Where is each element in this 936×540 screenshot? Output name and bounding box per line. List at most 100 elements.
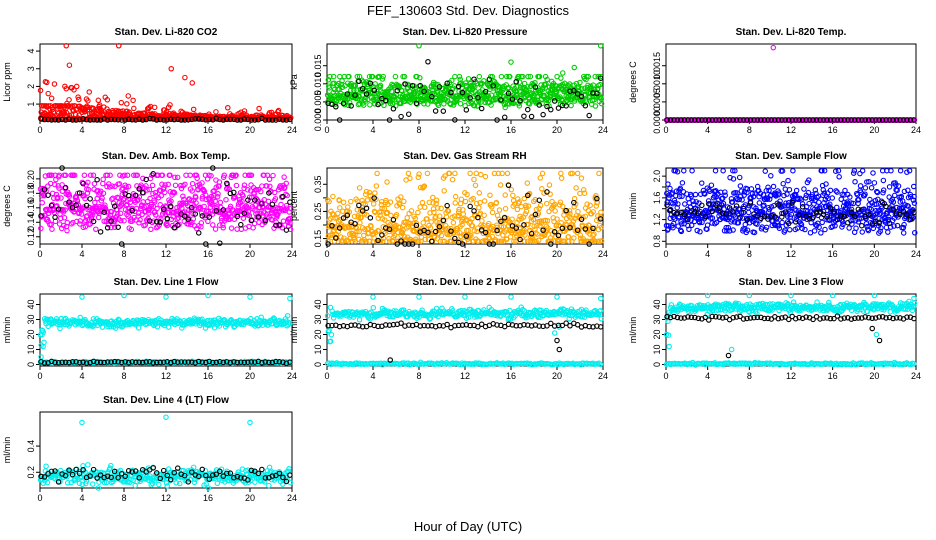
main-point: [367, 102, 373, 108]
panel-title: Stan. Dev. Gas Stream RH: [403, 151, 526, 162]
main-point: [76, 96, 82, 103]
main-point: [478, 99, 484, 105]
main-point: [66, 97, 72, 103]
x-tick-label: 0: [324, 125, 329, 135]
reference-point: [463, 107, 470, 113]
main-point: [785, 177, 791, 184]
main-point: [897, 167, 904, 174]
main-point: [585, 82, 591, 89]
main-point: [742, 221, 748, 228]
y-tick-label: 1.6: [652, 192, 662, 205]
y-tick-label: 0.8: [652, 235, 662, 248]
main-point: [392, 97, 398, 103]
x-tick-label: 8: [747, 125, 752, 135]
main-point: [859, 229, 866, 235]
main-point: [597, 81, 603, 88]
reference-point: [452, 117, 458, 123]
reference-point: [87, 196, 93, 202]
main-point: [125, 93, 131, 99]
main-point: [172, 182, 179, 189]
reference-point: [432, 108, 439, 114]
main-point: [857, 183, 864, 189]
main-point: [508, 186, 515, 193]
main-point: [568, 102, 574, 109]
reference-point: [153, 117, 160, 123]
main-point: [407, 175, 413, 182]
main-point: [585, 73, 592, 80]
y-axis-label: ml/min: [628, 193, 638, 220]
main-point: [868, 185, 875, 191]
panel-5: Stan. Dev. Gas Stream RH0 4 8 12 16 20 240.150…: [289, 151, 608, 259]
main-peak-point: [416, 43, 422, 49]
panel-title: Stan. Dev. Li-820 CO2: [115, 27, 218, 38]
reference-point: [266, 117, 272, 123]
x-tick-label: 16: [828, 125, 838, 135]
y-tick-label: 0.35: [313, 176, 323, 194]
reference-point: [76, 116, 83, 123]
reference-point: [283, 117, 290, 123]
x-tick-label: 24: [287, 125, 297, 135]
main-point: [373, 183, 380, 189]
y-tick-label: 0.25: [313, 203, 323, 221]
x-tick-label: 4: [705, 125, 710, 135]
main-point: [487, 192, 493, 198]
main-point: [543, 81, 549, 88]
main-point: [381, 102, 387, 109]
x-tick-label: 20: [552, 249, 562, 259]
x-tick-label: 12: [161, 125, 171, 135]
reference-point: [287, 116, 293, 123]
reference-point: [402, 81, 408, 87]
main-point: [523, 89, 530, 95]
reference-point: [386, 117, 393, 123]
panel-title: Stan. Dev. Li-820 Pressure: [403, 27, 528, 38]
main-point: [577, 190, 583, 197]
reference-point: [97, 117, 104, 123]
main-point: [497, 182, 504, 188]
reference-point: [436, 84, 443, 90]
main-point: [465, 76, 472, 82]
y-axis-label: degrees C: [2, 185, 12, 227]
main-point: [870, 170, 876, 176]
main-point: [577, 79, 583, 86]
reference-point: [238, 221, 244, 228]
main-point: [802, 226, 808, 233]
main-point: [110, 195, 116, 201]
main-point: [476, 190, 483, 196]
main-point: [124, 101, 130, 107]
main-point: [720, 167, 726, 174]
reference-point: [467, 95, 473, 101]
x-tick-label: 8: [121, 249, 126, 259]
series-reference: [325, 59, 604, 123]
main-point: [75, 94, 81, 100]
main-point: [457, 76, 463, 83]
main-point: [578, 175, 585, 181]
main-point: [167, 102, 173, 108]
main-point: [457, 200, 464, 207]
main-point: [546, 182, 553, 188]
main-point: [441, 188, 447, 194]
main-point: [592, 103, 599, 109]
reference-point: [356, 202, 362, 209]
main-point: [63, 85, 70, 92]
main-point: [135, 325, 142, 331]
reference-point: [563, 103, 569, 109]
main-point: [275, 107, 282, 114]
panel-title: Stan. Dev. Sample Flow: [735, 151, 847, 162]
main-point: [435, 102, 442, 109]
main-point: [50, 109, 57, 115]
x-tick-label: 20: [552, 125, 562, 135]
reference-point: [217, 116, 223, 123]
x-tick-label: 16: [506, 249, 516, 259]
main-point: [573, 185, 579, 191]
x-tick-label: 20: [245, 125, 255, 135]
reference-point: [359, 85, 366, 92]
main-point: [330, 73, 337, 80]
main-point: [330, 193, 336, 200]
main-point: [579, 86, 585, 92]
main-point: [452, 193, 459, 200]
main-point: [241, 108, 248, 114]
reference-point: [80, 116, 86, 122]
main-point: [346, 73, 352, 80]
reference-point: [73, 117, 79, 123]
reference-point: [498, 97, 504, 103]
